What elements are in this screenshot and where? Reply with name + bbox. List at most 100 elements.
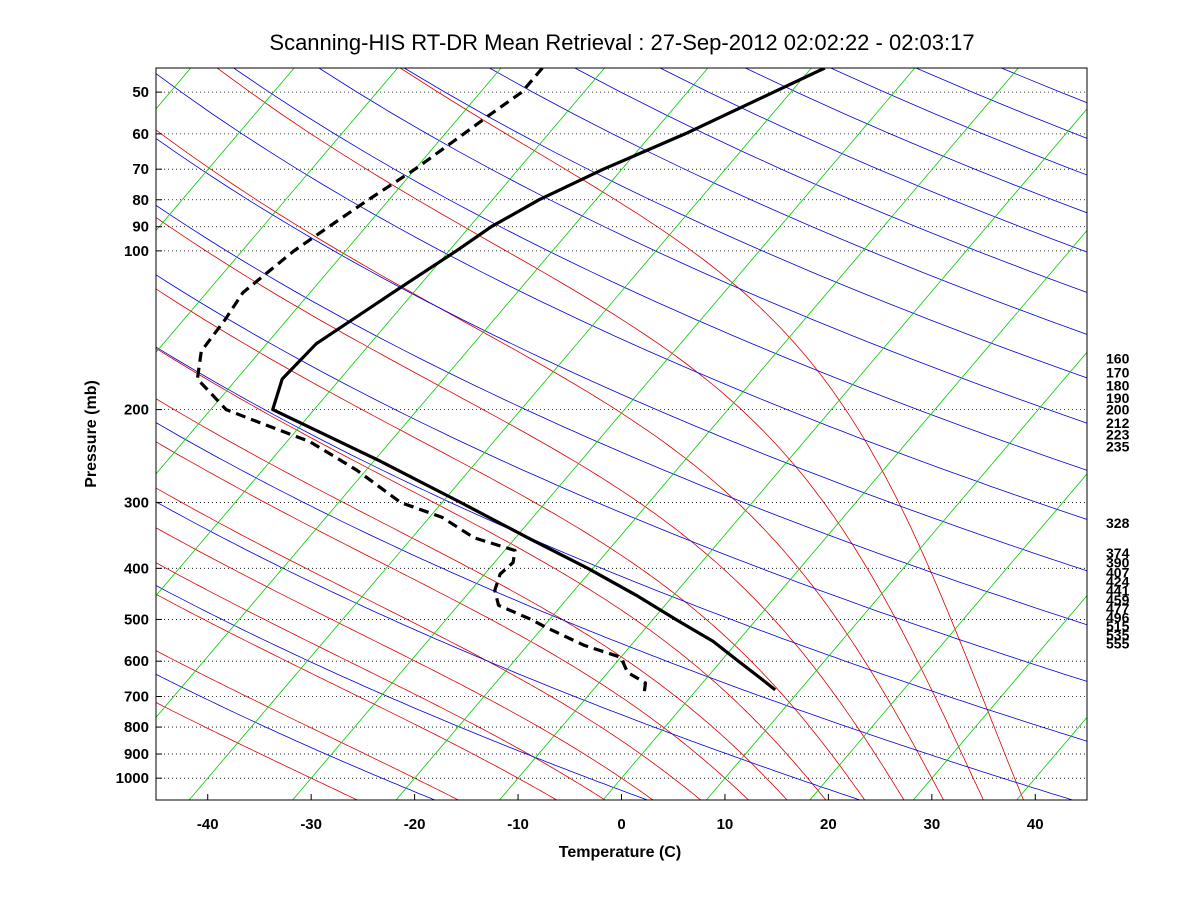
moist-adiabat-line [156, 217, 905, 800]
moist-adiabat-line [156, 441, 750, 800]
y-tick-label: 200 [124, 402, 149, 419]
isotherm-line [602, 229, 1087, 800]
isotherm-line [499, 108, 1087, 800]
isotherm-line [156, 68, 502, 475]
dry-adiabat-line [156, 73, 1087, 520]
profiles [195, 68, 826, 694]
y-tick-label: 100 [124, 243, 149, 260]
y-axis-label: Pressure (mb) [83, 380, 100, 488]
moist-adiabat-line [156, 593, 558, 800]
dry-adiabat-line [156, 274, 1087, 682]
isotherm-line [156, 68, 399, 353]
chart-title: Scanning-HIS RT-DR Mean Retrieval : 27-S… [269, 30, 974, 55]
right-axis-label: 160 [1106, 350, 1130, 366]
y-axis-ticks: 50 60 70 80 90 100 200 300 400 500 600 700 800 900 100… [116, 84, 162, 787]
temperature-profile [271, 68, 826, 692]
y-tick-label: 60 [132, 126, 149, 143]
x-axis-ticks: -40 -30 -20 -10 0 10 20 30 40 [197, 794, 1044, 833]
y-tick-label: 800 [124, 719, 149, 736]
dry-adiabat-line [830, 68, 1087, 176]
right-axis-label: 535 [1106, 627, 1130, 643]
x-tick-label: -10 [507, 816, 529, 833]
moist-adiabat-line [156, 288, 866, 800]
y-tick-label: 50 [132, 84, 149, 101]
dry-adiabat-line [233, 68, 1087, 471]
moist-adiabat-line [156, 562, 606, 800]
right-axis-label: 180 [1106, 377, 1130, 393]
moist-adiabat-line [216, 68, 984, 800]
dry-adiabat-line [318, 68, 1087, 424]
right-axis-labels: 1601701801902002122232353283743904074244… [1106, 350, 1130, 651]
isotherm-line [156, 68, 192, 110]
right-axis-label: 170 [1106, 364, 1130, 380]
moist-adiabat-line [156, 487, 702, 800]
dry-adiabat-line [156, 501, 861, 800]
y-tick-label: 1000 [116, 770, 149, 787]
right-axis-label: 223 [1106, 427, 1130, 443]
dry-adiabat-line [915, 68, 1087, 139]
y-tick-label: 90 [132, 219, 149, 236]
y-tick-label: 70 [132, 161, 149, 178]
dry-adiabat-line [156, 585, 648, 800]
x-tick-label: 40 [1027, 816, 1044, 833]
right-axis-label: 441 [1106, 583, 1130, 599]
right-axis-label: 200 [1106, 402, 1130, 418]
y-tick-label: 500 [124, 611, 149, 628]
isotherm-line [706, 351, 1087, 800]
x-tick-label: -40 [197, 816, 219, 833]
moist-adiabat-line [156, 702, 359, 800]
isotherm-line [912, 595, 1087, 800]
x-tick-label: 20 [820, 816, 837, 833]
dry-adiabat-line [489, 68, 1087, 335]
right-axis-label: 374 [1106, 545, 1130, 561]
isotherm-line [156, 68, 295, 232]
right-axis-label: 407 [1106, 564, 1130, 580]
moist-adiabat-line [156, 650, 460, 800]
x-tick-label: -30 [300, 816, 322, 833]
x-tick-label: -20 [404, 816, 426, 833]
y-tick-label: 900 [124, 746, 149, 763]
right-axis-label: 496 [1106, 610, 1130, 626]
moist-adiabat-line [156, 398, 788, 800]
right-axis-label: 459 [1106, 592, 1130, 608]
x-tick-label: 30 [923, 816, 940, 833]
dry-adiabat-line [745, 68, 1087, 214]
x-tick-label: 0 [617, 816, 625, 833]
right-axis-label: 515 [1106, 618, 1130, 634]
x-axis-label: Temperature (C) [559, 844, 681, 861]
right-axis-label: 555 [1106, 635, 1130, 651]
dry-adiabat-line [156, 204, 1087, 626]
isotherms [156, 68, 1087, 800]
x-tick-label: 10 [717, 816, 734, 833]
moist-adiabat-line [156, 527, 654, 800]
dry-adiabat-line [1001, 68, 1087, 104]
y-tick-label: 80 [132, 192, 149, 209]
moist-adiabats [156, 68, 1024, 800]
isotherm-line [156, 68, 606, 597]
right-axis-label: 328 [1106, 515, 1130, 531]
plot-frame [155, 67, 1088, 801]
y-tick-label: 400 [124, 560, 149, 577]
y-tick-label: 700 [124, 688, 149, 705]
moist-adiabat-line [156, 129, 945, 800]
right-axis-label: 390 [1106, 555, 1130, 571]
dry-adiabat-line [156, 346, 1087, 742]
right-axis-label: 190 [1106, 390, 1130, 406]
isotherm-line [292, 68, 916, 800]
dewpoint-profile [195, 68, 648, 694]
isotherm-line [809, 473, 1087, 800]
isotherm-line [188, 68, 812, 800]
right-axis-label: 235 [1106, 439, 1130, 455]
dry-adiabat-line [1129, 68, 1200, 800]
moist-adiabat-line [156, 347, 827, 800]
isotherm-line [156, 68, 709, 718]
plot-area [156, 68, 1200, 800]
right-axis-label: 424 [1106, 574, 1130, 590]
right-axis-label: 477 [1106, 601, 1130, 617]
isotherm-line [395, 68, 1019, 800]
y-tick-label: 600 [124, 653, 149, 670]
dry-adiabats [156, 68, 1200, 800]
moist-adiabat-line [400, 68, 1024, 800]
y-tick-label: 300 [124, 494, 149, 511]
